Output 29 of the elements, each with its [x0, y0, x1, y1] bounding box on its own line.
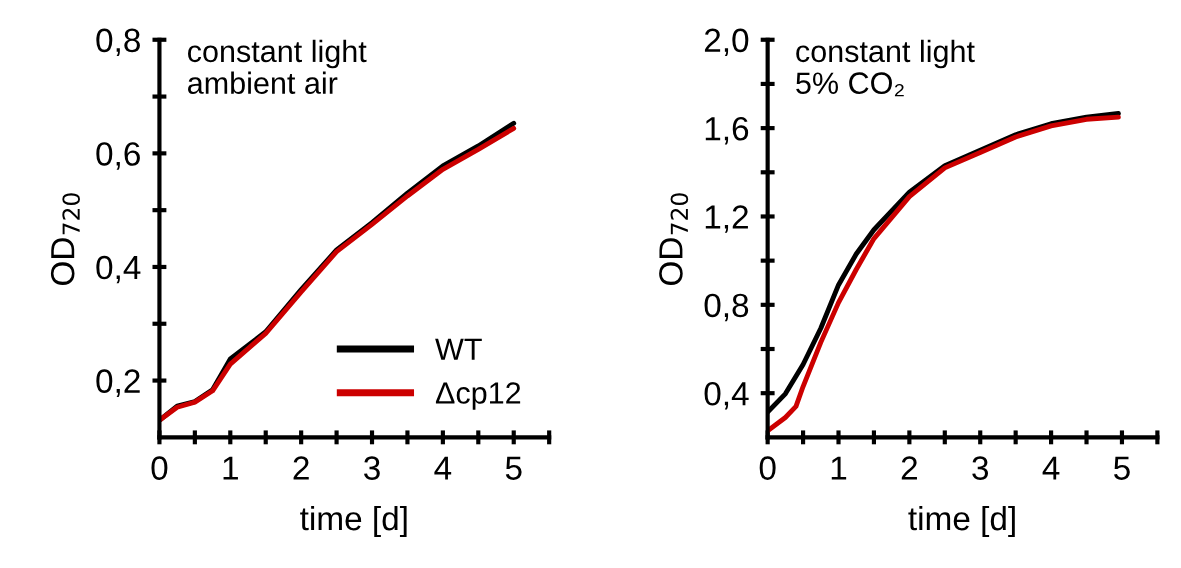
y-tick-label: 1,6 — [705, 116, 749, 145]
x-tick-label: 4 — [434, 456, 452, 480]
legend-label: Δcp12 — [435, 382, 521, 410]
y-tick-label: 0,6 — [96, 142, 140, 170]
x-tick-label: 1 — [223, 456, 238, 480]
y-tick-label: 0,4 — [96, 255, 141, 284]
x-tick-label: 5 — [1114, 456, 1130, 480]
y-tick-label: 0,8 — [704, 293, 749, 322]
y-axis-title: OD$_{720}$ — [50, 193, 80, 285]
y-tick-label: 2,0 — [704, 28, 749, 57]
x-tick-label: 5 — [505, 456, 522, 480]
y-axis-title: OD$_{720}$ — [659, 193, 689, 285]
legend-label: WT — [435, 338, 482, 360]
x-tick-label: 2 — [901, 456, 917, 480]
x-tick-label: 3 — [364, 456, 380, 480]
x-tick-label: 1 — [831, 456, 847, 480]
y-tick-label: 0,2 — [96, 369, 140, 397]
x-axis-title: time [d] — [300, 505, 407, 538]
y-tick-label: 0,4 — [704, 381, 749, 410]
x-tick-label: 0 — [151, 456, 168, 480]
annotation: constant light ambient air — [188, 39, 367, 95]
annotation: constant light 5% CO₂ — [796, 39, 975, 97]
x-axis-title: time [d] — [908, 505, 1015, 538]
x-tick-label: 3 — [972, 456, 989, 480]
x-tick-label: 2 — [293, 456, 309, 480]
x-tick-label: 0 — [759, 456, 776, 480]
y-tick-label: 1,2 — [705, 205, 748, 233]
x-tick-label: 4 — [1042, 456, 1060, 480]
y-tick-label: 0,8 — [96, 28, 140, 57]
